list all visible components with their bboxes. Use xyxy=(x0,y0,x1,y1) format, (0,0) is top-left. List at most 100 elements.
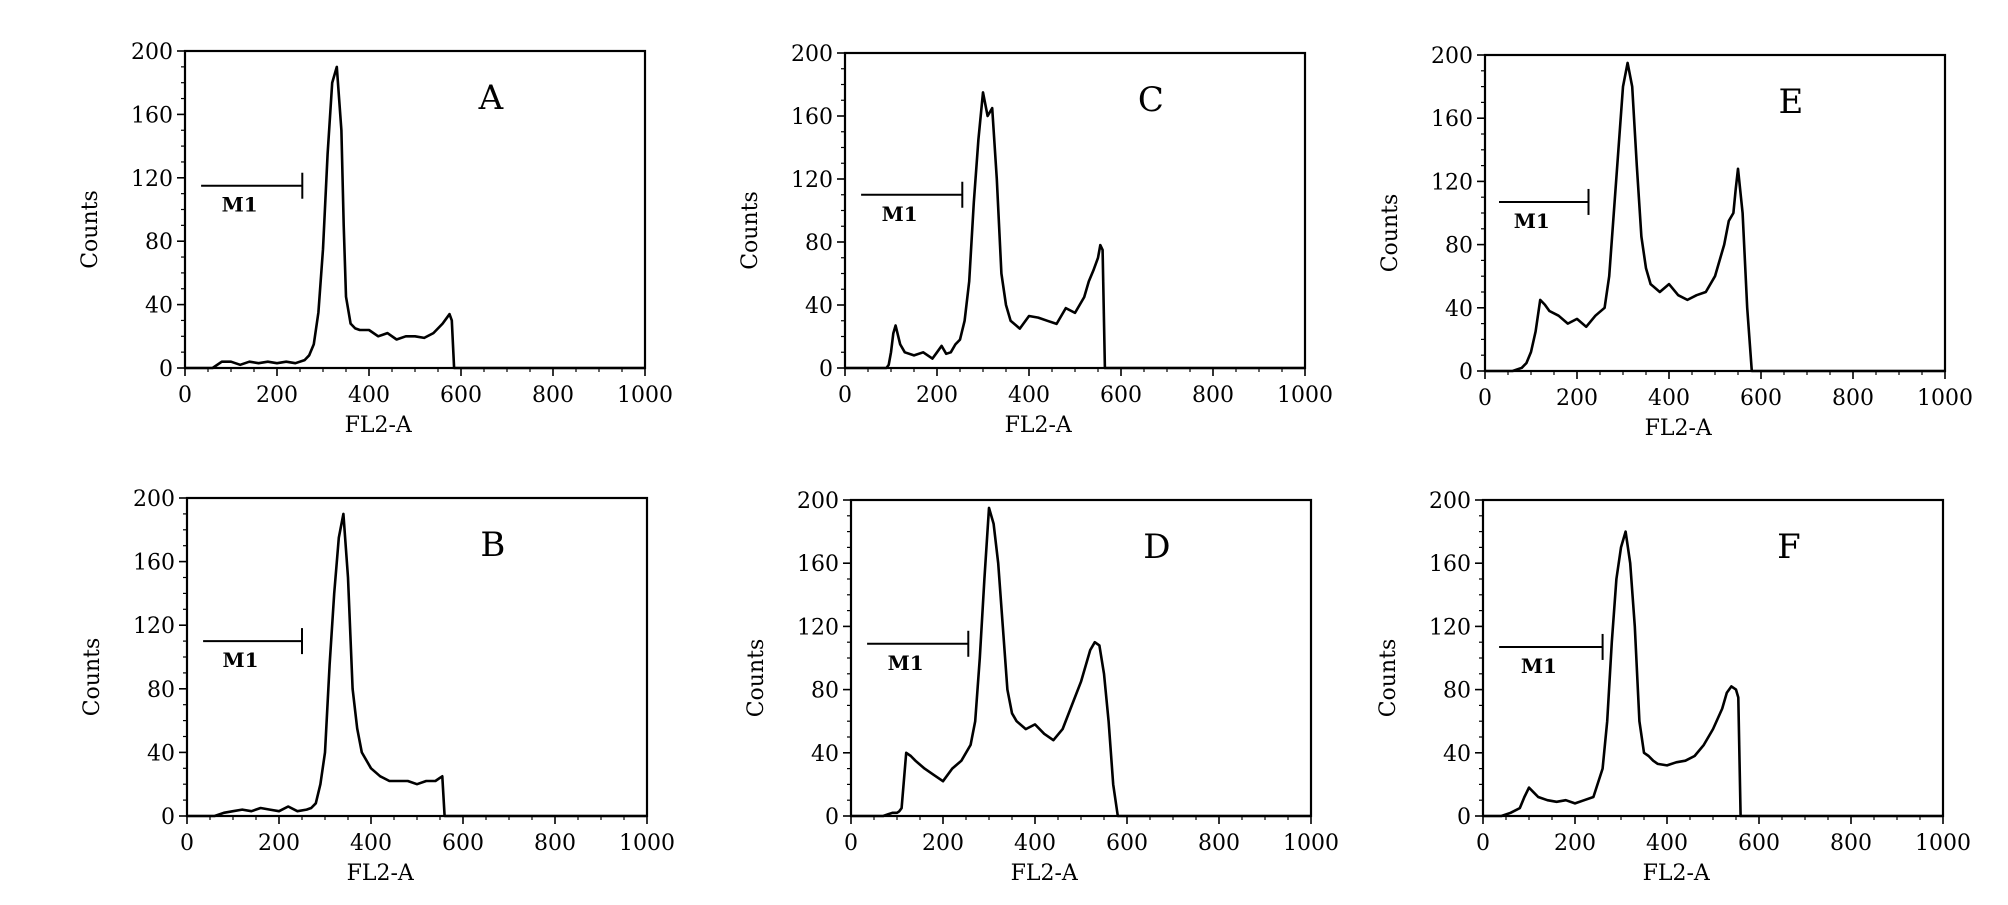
x-tick-label: 800 xyxy=(1830,831,1872,856)
panel-letter: A xyxy=(478,78,504,118)
y-tick-label: 0 xyxy=(159,357,173,382)
panel-letter: D xyxy=(1143,527,1170,567)
x-tick-label: 800 xyxy=(1192,383,1234,408)
y-tick-label: 80 xyxy=(147,678,175,703)
y-tick-label: 40 xyxy=(147,741,175,766)
y-tick-label: 120 xyxy=(133,614,175,639)
x-axis-title: FL2-A xyxy=(1643,861,1711,886)
y-axis-title: Counts xyxy=(744,639,769,718)
x-tick-label: 600 xyxy=(1740,386,1782,411)
y-tick-label: 40 xyxy=(1443,742,1471,767)
histogram-line xyxy=(185,65,645,370)
histogram-line xyxy=(845,91,1305,370)
x-tick-label: 1000 xyxy=(1277,383,1333,408)
x-tick-label: 200 xyxy=(916,383,958,408)
y-tick-label: 80 xyxy=(145,230,173,255)
panel-letter: B xyxy=(480,525,505,565)
y-tick-label: 120 xyxy=(791,168,833,193)
x-tick-label: 800 xyxy=(1198,831,1240,856)
x-tick-label: 0 xyxy=(1476,831,1490,856)
x-tick-label: 800 xyxy=(1832,386,1874,411)
x-tick-label: 800 xyxy=(532,383,574,408)
y-tick-label: 160 xyxy=(131,103,173,128)
marker-m1-label: M1 xyxy=(882,202,918,226)
x-axis-title: FL2-A xyxy=(1005,413,1073,438)
x-tick-label: 400 xyxy=(1646,831,1688,856)
y-axis-title: Counts xyxy=(78,190,103,269)
x-tick-label: 200 xyxy=(1556,386,1598,411)
histogram-line xyxy=(187,512,647,818)
x-tick-label: 600 xyxy=(1738,831,1780,856)
panel-a: 0 40 80 120 160 200 0 200 400 600 800 1000 FL2-A Coun… xyxy=(78,40,673,438)
y-tick-label: 160 xyxy=(791,105,833,130)
y-tick-label: 160 xyxy=(133,551,175,576)
panel-letter: F xyxy=(1777,527,1801,567)
x-tick-label: 600 xyxy=(440,383,482,408)
histogram-line xyxy=(1485,61,1945,373)
x-tick-label: 600 xyxy=(1100,383,1142,408)
y-tick-label: 200 xyxy=(1429,489,1471,514)
x-tick-label: 200 xyxy=(922,831,964,856)
x-tick-label: 1000 xyxy=(617,383,673,408)
y-tick-label: 160 xyxy=(1429,552,1471,577)
panel-e: 0 40 80 120 160 200 0 200 400 600 800 1000 FL2-A Coun… xyxy=(1378,44,1973,441)
marker-m1-label: M1 xyxy=(223,648,259,672)
y-tick-label: 200 xyxy=(133,487,175,512)
x-tick-label: 400 xyxy=(1648,386,1690,411)
marker-m1-label: M1 xyxy=(1521,654,1557,678)
panel-letter: E xyxy=(1778,82,1803,122)
x-tick-label: 800 xyxy=(534,831,576,856)
x-tick-label: 1000 xyxy=(1917,386,1973,411)
panel-d: 0 40 80 120 160 200 0 200 400 600 800 1000 FL2-A Coun… xyxy=(744,489,1339,886)
x-tick-label: 0 xyxy=(178,383,192,408)
x-axis-title: FL2-A xyxy=(1645,416,1713,441)
x-tick-label: 0 xyxy=(844,831,858,856)
panel-b: 0 40 80 120 160 200 0 200 400 600 800 1000 FL2-A Coun… xyxy=(80,487,675,886)
y-axis-title: Counts xyxy=(80,638,105,717)
y-tick-label: 160 xyxy=(797,552,839,577)
y-tick-label: 0 xyxy=(825,805,839,830)
panel-letter: C xyxy=(1138,80,1164,120)
y-tick-label: 40 xyxy=(1445,297,1473,322)
y-tick-label: 80 xyxy=(811,679,839,704)
y-tick-label: 200 xyxy=(131,40,173,65)
histogram-line xyxy=(851,506,1311,818)
y-tick-label: 200 xyxy=(797,489,839,514)
y-tick-label: 120 xyxy=(131,167,173,192)
y-tick-label: 0 xyxy=(1459,360,1473,385)
marker-m1-label: M1 xyxy=(1514,209,1550,233)
x-tick-label: 1000 xyxy=(619,831,675,856)
x-tick-label: 400 xyxy=(350,831,392,856)
y-tick-label: 0 xyxy=(819,357,833,382)
x-axis-title: FL2-A xyxy=(345,413,413,438)
y-axis-title: Counts xyxy=(1376,639,1401,718)
y-tick-label: 200 xyxy=(791,42,833,67)
y-tick-label: 80 xyxy=(805,231,833,256)
y-tick-label: 120 xyxy=(1431,170,1473,195)
x-tick-label: 200 xyxy=(258,831,300,856)
x-tick-label: 1000 xyxy=(1283,831,1339,856)
y-tick-label: 0 xyxy=(1457,805,1471,830)
y-tick-label: 80 xyxy=(1443,679,1471,704)
y-tick-label: 160 xyxy=(1431,107,1473,132)
plot-frame xyxy=(1483,53,1947,373)
y-tick-label: 200 xyxy=(1431,44,1473,69)
x-axis-title: FL2-A xyxy=(1011,861,1079,886)
x-tick-label: 200 xyxy=(1554,831,1596,856)
x-tick-label: 400 xyxy=(348,383,390,408)
y-tick-label: 0 xyxy=(161,805,175,830)
marker-m1-label: M1 xyxy=(222,193,258,217)
y-axis-title: Counts xyxy=(738,191,763,270)
x-tick-label: 400 xyxy=(1008,383,1050,408)
panel-f: 0 40 80 120 160 200 0 200 400 600 800 1000 FL2-A Coun… xyxy=(1376,489,1971,886)
y-tick-label: 120 xyxy=(1429,615,1471,640)
x-tick-label: 0 xyxy=(180,831,194,856)
y-tick-label: 40 xyxy=(805,294,833,319)
x-tick-label: 0 xyxy=(1478,386,1492,411)
panel-c: 0 40 80 120 160 200 0 200 400 600 800 1000 FL2-A Coun… xyxy=(738,42,1333,438)
y-tick-label: 120 xyxy=(797,615,839,640)
x-axis-title: FL2-A xyxy=(347,861,415,886)
histogram-line xyxy=(1483,530,1943,818)
x-tick-label: 0 xyxy=(838,383,852,408)
